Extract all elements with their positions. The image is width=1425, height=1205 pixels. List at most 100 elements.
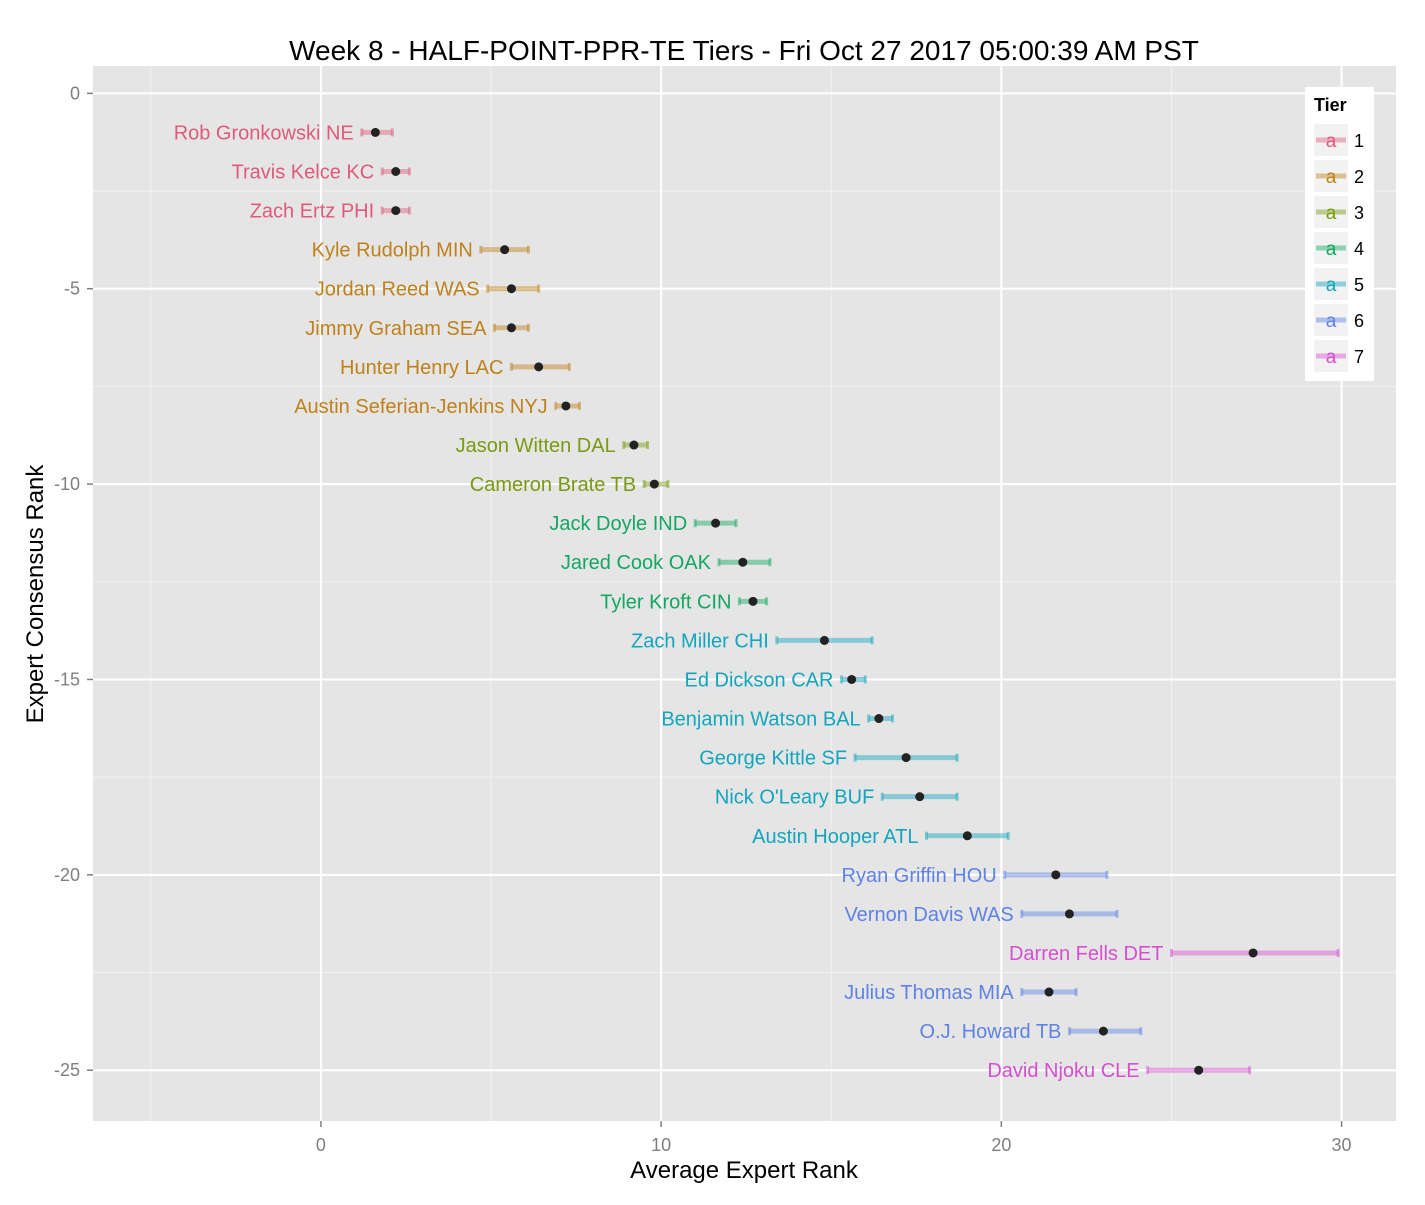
player-label: Ed Dickson CAR	[685, 669, 834, 691]
player-mark: Zach Ertz PHI	[250, 201, 411, 223]
player-label: Austin Seferian-Jenkins NYJ	[294, 396, 547, 418]
y-tick-label: -20	[54, 865, 80, 885]
player-label: Jordan Reed WAS	[315, 279, 480, 301]
player-mark: Darren Fells DET	[1009, 943, 1340, 965]
player-mark: Cameron Brate TB	[470, 474, 670, 496]
legend-key-bg	[1314, 304, 1348, 336]
player-label: Jared Cook OAK	[561, 552, 712, 574]
legend-item-label: 7	[1354, 347, 1364, 367]
player-mark: David Njoku CLE	[987, 1060, 1252, 1082]
average-point	[962, 831, 972, 841]
average-point	[1194, 1065, 1204, 1075]
legend-key-glyph: a	[1326, 167, 1337, 188]
player-mark: Hunter Henry LAC	[340, 357, 571, 379]
legend-key-bg	[1314, 340, 1348, 372]
player-label: Nick O'Leary BUF	[715, 787, 874, 809]
legend-item-label: 3	[1354, 203, 1364, 223]
legend-key-bg	[1314, 124, 1348, 156]
player-mark: Zach Miller CHI	[631, 630, 874, 652]
legend: Tier a 1a 2a 3a 4a 5a 6a 7	[1305, 87, 1374, 381]
player-label: Benjamin Watson BAL	[661, 709, 860, 731]
player-mark: George Kittle SF	[699, 748, 959, 770]
player-mark: Ed Dickson CAR	[685, 669, 867, 691]
y-tick-label: -5	[64, 279, 80, 299]
legend-key-bg	[1314, 268, 1348, 300]
player-label: Zach Ertz PHI	[250, 201, 374, 223]
average-point	[711, 518, 721, 528]
average-point	[915, 792, 925, 802]
average-point	[1248, 948, 1258, 958]
average-point	[874, 714, 884, 724]
legend-key-glyph: a	[1326, 347, 1337, 368]
average-point	[738, 557, 748, 567]
average-point	[649, 479, 659, 489]
average-point	[391, 167, 401, 176]
player-mark: Travis Kelce KC	[232, 162, 411, 184]
average-point	[901, 753, 911, 763]
average-point	[506, 284, 516, 294]
y-tick-label: 0	[70, 83, 80, 103]
player-mark: Jack Doyle IND	[549, 513, 738, 535]
legend-key-glyph: a	[1326, 275, 1337, 296]
player-label: Jason Witten DAL	[456, 435, 616, 457]
player-mark: Jimmy Graham SEA	[305, 318, 530, 340]
average-point	[1051, 870, 1061, 880]
legend-key-glyph: a	[1326, 203, 1337, 224]
chart-title: Week 8 - HALF-POINT-PPR-TE Tiers - Fri O…	[289, 35, 1199, 66]
player-label: Cameron Brate TB	[470, 474, 636, 496]
player-mark: Julius Thomas MIA	[844, 982, 1078, 1004]
y-tick-label: -25	[54, 1060, 80, 1080]
x-tick-label: 0	[316, 1135, 326, 1155]
average-point	[506, 323, 516, 333]
player-label: O.J. Howard TB	[919, 1021, 1061, 1043]
player-mark: Kyle Rudolph MIN	[312, 240, 530, 262]
x-tick-label: 30	[1332, 1135, 1352, 1155]
legend-item-label: 1	[1354, 131, 1364, 151]
legend-item-label: 5	[1354, 275, 1364, 295]
player-mark: Jason Witten DAL	[456, 435, 650, 457]
player-label: Jack Doyle IND	[549, 513, 687, 535]
player-label: Jimmy Graham SEA	[305, 318, 487, 340]
player-mark: Jared Cook OAK	[561, 552, 772, 574]
legend-items: a 1a 2a 3a 4a 5a 6a 7	[1314, 124, 1364, 372]
player-label: Ryan Griffin HOU	[842, 865, 997, 887]
legend-key-glyph: a	[1326, 131, 1337, 152]
legend-key-glyph: a	[1326, 239, 1337, 260]
average-point	[748, 596, 758, 606]
plot-panel	[93, 66, 1396, 1121]
legend-key-bg	[1314, 196, 1348, 228]
player-mark: Austin Hooper ATL	[752, 826, 1010, 848]
average-point	[1044, 987, 1054, 997]
player-label: George Kittle SF	[699, 748, 847, 770]
legend-key-bg	[1314, 232, 1348, 264]
x-axis: 0 10 20 30	[316, 1121, 1352, 1155]
player-label: Darren Fells DET	[1009, 943, 1163, 965]
player-label: Hunter Henry LAC	[340, 357, 503, 379]
player-mark: O.J. Howard TB	[919, 1021, 1143, 1043]
average-point	[847, 674, 857, 684]
average-point	[370, 127, 380, 137]
average-point	[629, 440, 639, 450]
legend-title: Tier	[1314, 95, 1347, 115]
legend-key-bg	[1314, 160, 1348, 192]
average-point	[500, 245, 510, 255]
legend-key-glyph: a	[1326, 311, 1337, 332]
average-point	[1098, 1026, 1108, 1036]
player-label: David Njoku CLE	[987, 1060, 1139, 1082]
player-mark: Austin Seferian-Jenkins NYJ	[294, 396, 581, 418]
average-point	[819, 635, 829, 645]
x-tick-label: 10	[651, 1135, 671, 1155]
player-label: Vernon Davis WAS	[844, 904, 1013, 926]
average-point	[561, 401, 571, 411]
x-axis-title: Average Expert Rank	[630, 1157, 859, 1184]
y-axis-title: Expert Consensus Rank	[22, 464, 49, 724]
x-tick-label: 20	[991, 1135, 1011, 1155]
player-label: Travis Kelce KC	[232, 162, 375, 184]
chart-marks: Rob Gronkowski NE Travis Kelce KC Zach Ert…	[174, 122, 1340, 1082]
